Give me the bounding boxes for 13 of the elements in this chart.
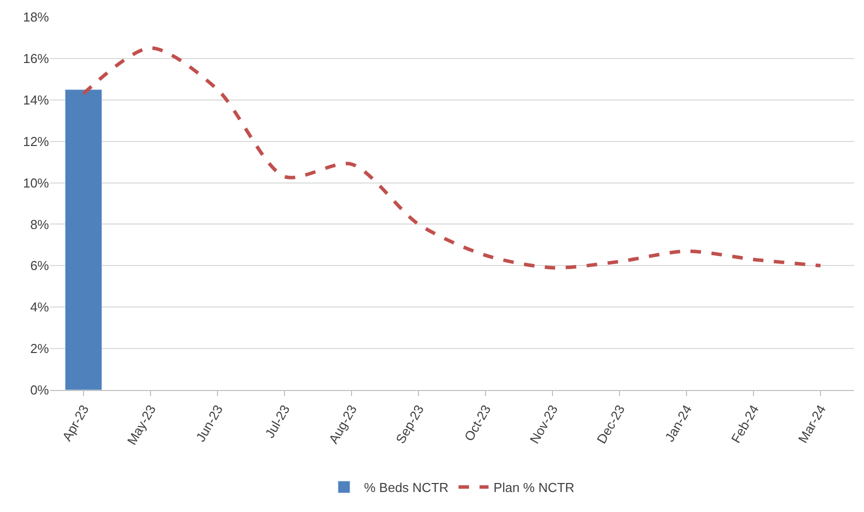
y-tick-label: 8% — [30, 216, 50, 232]
y-tick-label: 12% — [22, 134, 50, 149]
y-tick-label: 16% — [22, 50, 50, 66]
legend-label: Plan % NCTR — [494, 480, 574, 496]
y-tick-label: 10% — [22, 175, 50, 190]
y-tick-label: 14% — [22, 92, 50, 108]
y-tick-label: 6% — [30, 258, 50, 274]
y-tick-label: 4% — [30, 300, 50, 315]
y-tick-label: 18% — [22, 10, 50, 25]
line-series — [82, 46, 822, 270]
y-tick-label: 0% — [30, 382, 50, 398]
y-tick-label: 2% — [30, 341, 50, 356]
legend-label: % Beds NCTR — [364, 480, 449, 496]
